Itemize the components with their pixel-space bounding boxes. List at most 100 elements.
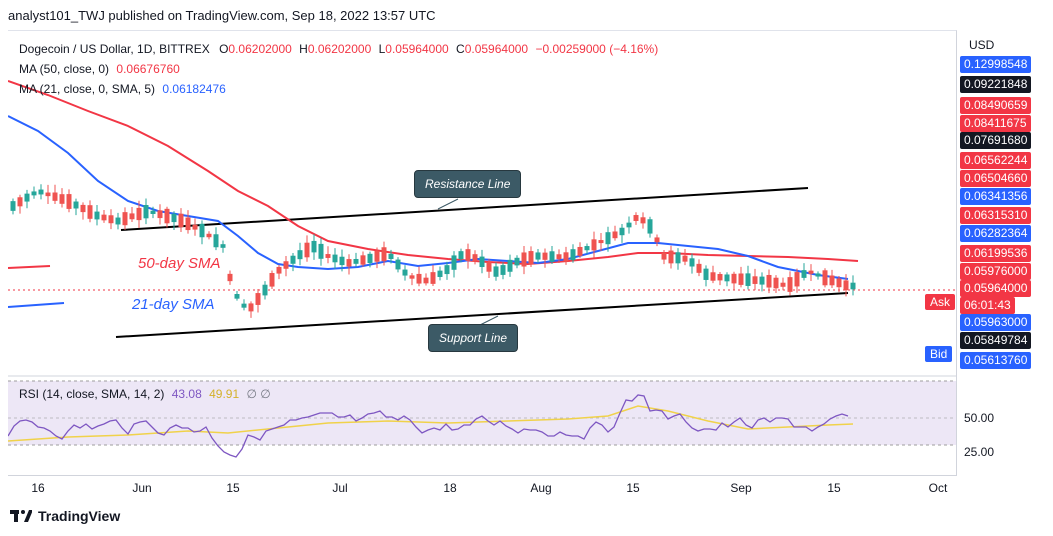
ohlc-close-label: C: [456, 42, 465, 56]
candle-body: [507, 259, 513, 272]
ma50-legend-stub: [7, 265, 51, 269]
price-axis-label: 0.05849784: [960, 332, 1032, 349]
candle-body: [234, 294, 240, 299]
candle-body: [724, 274, 730, 282]
price-plot[interactable]: Dogecoin / US Dollar, 1D, BITTREX O0.062…: [7, 30, 957, 476]
ma21-legend[interactable]: MA (21, close, 0, SMA, 5) 0.06182476: [19, 79, 658, 99]
price-axis-unit[interactable]: USD: [969, 38, 995, 52]
candle-body: [143, 205, 149, 219]
rsi-line[interactable]: [7, 394, 849, 458]
candle-body: [843, 280, 849, 291]
support-trendline[interactable]: [115, 292, 849, 338]
candlestick-series[interactable]: [10, 184, 856, 318]
candle-body: [395, 259, 401, 270]
candle-body: [339, 256, 345, 266]
candle-body: [66, 194, 72, 209]
candle-body: [479, 256, 485, 268]
candle-body: [437, 270, 443, 277]
candle-body: [185, 217, 191, 231]
rsi-value: 43.08: [171, 387, 202, 401]
ohlc-low: 0.05964000: [385, 42, 449, 56]
ma50-label: MA (50, close, 0): [19, 62, 110, 76]
chart-frame[interactable]: Dogecoin / US Dollar, 1D, BITTREX O0.062…: [7, 30, 1053, 501]
sma50-annotation[interactable]: 50-day SMA: [138, 255, 221, 272]
ohlc-open: 0.06202000: [228, 42, 292, 56]
price-axis-label: 06:01:43: [960, 297, 1015, 314]
ma50-value: 0.06676760: [116, 62, 180, 76]
candle-body: [465, 249, 471, 261]
price-axis-label: 0.05963000: [960, 314, 1032, 331]
candle-body: [87, 205, 93, 219]
candle-body: [682, 255, 688, 262]
support-line-callout[interactable]: Support Line: [428, 324, 519, 352]
candle-body: [738, 273, 744, 285]
candle-body: [115, 217, 121, 225]
candle-body: [94, 211, 100, 220]
candle-body: [388, 253, 394, 260]
price-axis-label: 0.05964000: [960, 280, 1032, 297]
ma50-legend[interactable]: MA (50, close, 0) 0.06676760: [19, 59, 658, 79]
time-tick: 15: [226, 481, 240, 495]
candle-body: [283, 261, 289, 269]
sma21-annotation[interactable]: 21-day SMA: [132, 296, 215, 313]
ohlc-close: 0.05964000: [464, 42, 529, 56]
chart-canvas[interactable]: [7, 31, 956, 476]
candle-body: [332, 254, 338, 263]
candle-body: [612, 231, 618, 239]
candle-body: [822, 270, 828, 286]
candle-body: [220, 244, 226, 248]
candle-body: [696, 263, 702, 273]
rsi-legend[interactable]: RSI (14, close, SMA, 14, 2) 43.08 49.91 …: [19, 387, 271, 401]
price-axis[interactable]: USD 0.12998548 0.09221848 0.08490659 0.0841…: [957, 30, 1053, 475]
rsi-extra: ∅ ∅: [246, 387, 271, 401]
ohlc-high-label: H: [299, 42, 308, 56]
candle-body: [311, 240, 317, 253]
candle-body: [423, 277, 429, 284]
candle-body: [451, 255, 457, 270]
candle-body: [486, 261, 492, 272]
ohlc-high: 0.06202000: [307, 42, 372, 56]
time-axis[interactable]: 16 Jun 15 Jul 18 Aug 15 Sep 15 Oct: [8, 475, 956, 501]
candle-body: [661, 252, 667, 260]
ma50-line[interactable]: [7, 80, 859, 266]
resistance-line-callout[interactable]: Resistance Line: [414, 170, 522, 198]
time-tick: Oct: [928, 481, 948, 495]
candle-body: [45, 192, 51, 197]
candle-body: [514, 257, 520, 266]
candle-body: [780, 282, 786, 287]
candle-body: [619, 227, 625, 236]
candle-body: [367, 253, 373, 263]
candle-body: [241, 303, 247, 308]
candle-body: [206, 233, 212, 238]
candle-body: [598, 240, 604, 244]
resistance-trendline[interactable]: [120, 187, 809, 231]
published-header: analyst101_TWJ published on TradingView.…: [8, 8, 436, 23]
candle-body: [374, 250, 380, 262]
candle-body: [703, 268, 709, 280]
candle-body: [227, 273, 233, 282]
price-axis-label: 0.06315310: [960, 207, 1032, 224]
footer-brand[interactable]: TradingView: [10, 508, 120, 524]
candle-body: [171, 213, 177, 223]
candle-body: [262, 284, 268, 296]
candle-body: [290, 255, 296, 264]
candle-body: [409, 275, 415, 279]
candle-body: [458, 251, 464, 260]
candle-body: [248, 303, 254, 312]
ask-tag: Ask: [925, 294, 956, 310]
ma21-value: 0.06182476: [162, 82, 226, 96]
candle-body: [472, 254, 478, 262]
candle-body: [52, 192, 58, 201]
candle-body: [178, 213, 184, 228]
candle-body: [766, 274, 772, 288]
candle-body: [430, 272, 436, 284]
candle-body: [689, 258, 695, 267]
symbol-row[interactable]: Dogecoin / US Dollar, 1D, BITTREX O0.062…: [19, 39, 658, 59]
candle-body: [850, 282, 856, 290]
candle-body: [360, 255, 366, 265]
candle-body: [787, 277, 793, 292]
candle-body: [500, 265, 506, 275]
resistance-callout-pointer: [437, 198, 459, 210]
ohlc-low-label: L: [378, 42, 386, 56]
price-axis-label: 0.06504660: [960, 170, 1032, 187]
